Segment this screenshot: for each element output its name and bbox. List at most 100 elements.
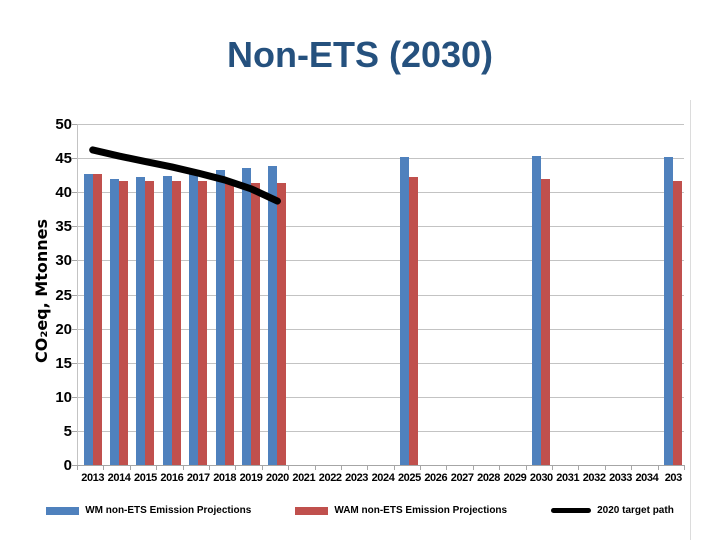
gridline xyxy=(77,430,684,432)
bar-wm-2019 xyxy=(242,167,252,465)
x-axis-tick xyxy=(261,465,263,470)
legend-swatch-wm-icon xyxy=(46,506,80,515)
y-tick-label: 20 xyxy=(55,320,72,338)
bar-wm-2015 xyxy=(136,176,146,465)
x-axis-tick xyxy=(552,465,554,470)
legend-label-wm: WM non-ETS Emission Projections xyxy=(85,505,252,516)
x-axis-tick xyxy=(182,465,184,470)
x-axis-tick xyxy=(340,465,342,470)
x-tick-label: 2034 xyxy=(635,472,659,484)
x-axis-tick xyxy=(446,465,448,470)
bar-wam-2030 xyxy=(541,178,551,465)
x-tick-label: 2031 xyxy=(556,472,580,484)
x-tick-label: 2018 xyxy=(213,472,237,484)
y-axis-tick xyxy=(72,226,77,228)
x-tick-label: 2030 xyxy=(529,472,553,484)
bar-wam-2015 xyxy=(145,181,155,465)
bar-wm-2013 xyxy=(83,173,93,465)
x-tick-label: 2015 xyxy=(134,472,157,484)
y-tick-label: 35 xyxy=(55,218,72,236)
x-tick-label: 2032 xyxy=(582,472,606,484)
gridline xyxy=(77,192,684,194)
x-axis-tick xyxy=(314,465,316,470)
bar-wm-2020 xyxy=(268,166,278,465)
bar-wm-2014 xyxy=(110,178,120,465)
x-axis-tick xyxy=(684,465,685,470)
y-axis-tick xyxy=(72,124,77,125)
legend-item-wam: WAM non-ETS Emission Projections xyxy=(295,505,507,516)
x-axis-tick xyxy=(129,465,131,470)
gridline xyxy=(77,396,684,398)
x-axis-tick xyxy=(156,465,158,470)
x-tick-label: 2019 xyxy=(239,472,263,484)
x-axis-tick xyxy=(367,465,369,470)
bar-wam-2025 xyxy=(409,177,419,465)
legend-swatch-target-line-icon xyxy=(551,508,592,513)
bar-wam-2013 xyxy=(92,174,102,465)
x-tick-label: 2028 xyxy=(477,472,500,484)
x-axis-tick xyxy=(472,465,474,470)
x-axis-tick xyxy=(525,465,527,470)
x-axis-tick xyxy=(393,465,395,470)
gridline xyxy=(77,465,684,466)
bar-wam-2019 xyxy=(251,182,261,465)
x-tick-label: 2025 xyxy=(397,472,421,484)
gridline xyxy=(77,226,684,228)
x-tick-label: 2023 xyxy=(345,472,369,484)
bar-wm-2017 xyxy=(189,171,199,465)
x-tick-label: 2026 xyxy=(424,472,448,484)
y-tick-label: 0 xyxy=(63,457,72,474)
y-axis-tick xyxy=(72,465,77,466)
y-axis-tick xyxy=(72,430,77,432)
x-axis-tick xyxy=(288,465,290,470)
y-tick-label: 40 xyxy=(55,184,72,202)
gridline xyxy=(77,328,684,330)
x-tick-label: 2014 xyxy=(107,472,131,484)
y-axis-tick xyxy=(72,192,77,194)
x-tick-label: 2017 xyxy=(186,472,210,484)
x-tick-label: 2016 xyxy=(160,472,184,484)
x-tick-label: 2024 xyxy=(371,472,395,484)
y-axis-tick xyxy=(72,260,77,262)
x-axis-tick xyxy=(235,465,237,470)
gridline xyxy=(77,260,684,262)
x-tick-label: 2033 xyxy=(609,472,632,484)
x-tick-label: 2013 xyxy=(81,472,105,484)
chart-border xyxy=(690,100,691,540)
bar-wam-2017 xyxy=(198,181,208,465)
slide-title: Non-ETS (2030) xyxy=(226,34,494,75)
y-axis-line xyxy=(77,124,78,465)
y-axis-tick xyxy=(72,328,77,330)
x-axis-tick xyxy=(604,465,606,470)
legend-swatch-wam-icon xyxy=(295,506,329,515)
gridline xyxy=(77,362,684,364)
x-axis-tick xyxy=(631,465,633,470)
y-tick-label: 30 xyxy=(55,252,72,270)
x-tick-label: 2027 xyxy=(450,472,474,484)
y-axis-tick xyxy=(72,158,77,160)
chart-legend: WM non-ETS Emission Projections WAM non-… xyxy=(0,505,720,516)
legend-label-target: 2020 target path xyxy=(597,505,674,516)
bar-wam-2020 xyxy=(277,183,287,465)
y-tick-label: 25 xyxy=(55,286,72,304)
bar-wm-2035 xyxy=(664,156,674,465)
gridline xyxy=(77,124,684,125)
x-axis-tick xyxy=(103,465,105,470)
y-tick-label: 15 xyxy=(55,354,72,372)
y-axis-tick xyxy=(72,294,77,296)
x-tick-label: 2020 xyxy=(265,472,289,484)
x-tick-label: 203 xyxy=(664,472,683,484)
bar-wm-2025 xyxy=(400,156,410,465)
y-tick-label: 45 xyxy=(55,150,72,168)
x-tick-label: 2021 xyxy=(292,472,316,484)
gridline xyxy=(77,294,684,296)
bar-wam-2018 xyxy=(224,181,234,465)
y-tick-label: 10 xyxy=(55,388,72,406)
bar-wam-2014 xyxy=(119,180,129,465)
x-tick-label: 2022 xyxy=(318,472,342,484)
bar-wm-2018 xyxy=(215,169,225,465)
y-axis-tick xyxy=(72,362,77,364)
